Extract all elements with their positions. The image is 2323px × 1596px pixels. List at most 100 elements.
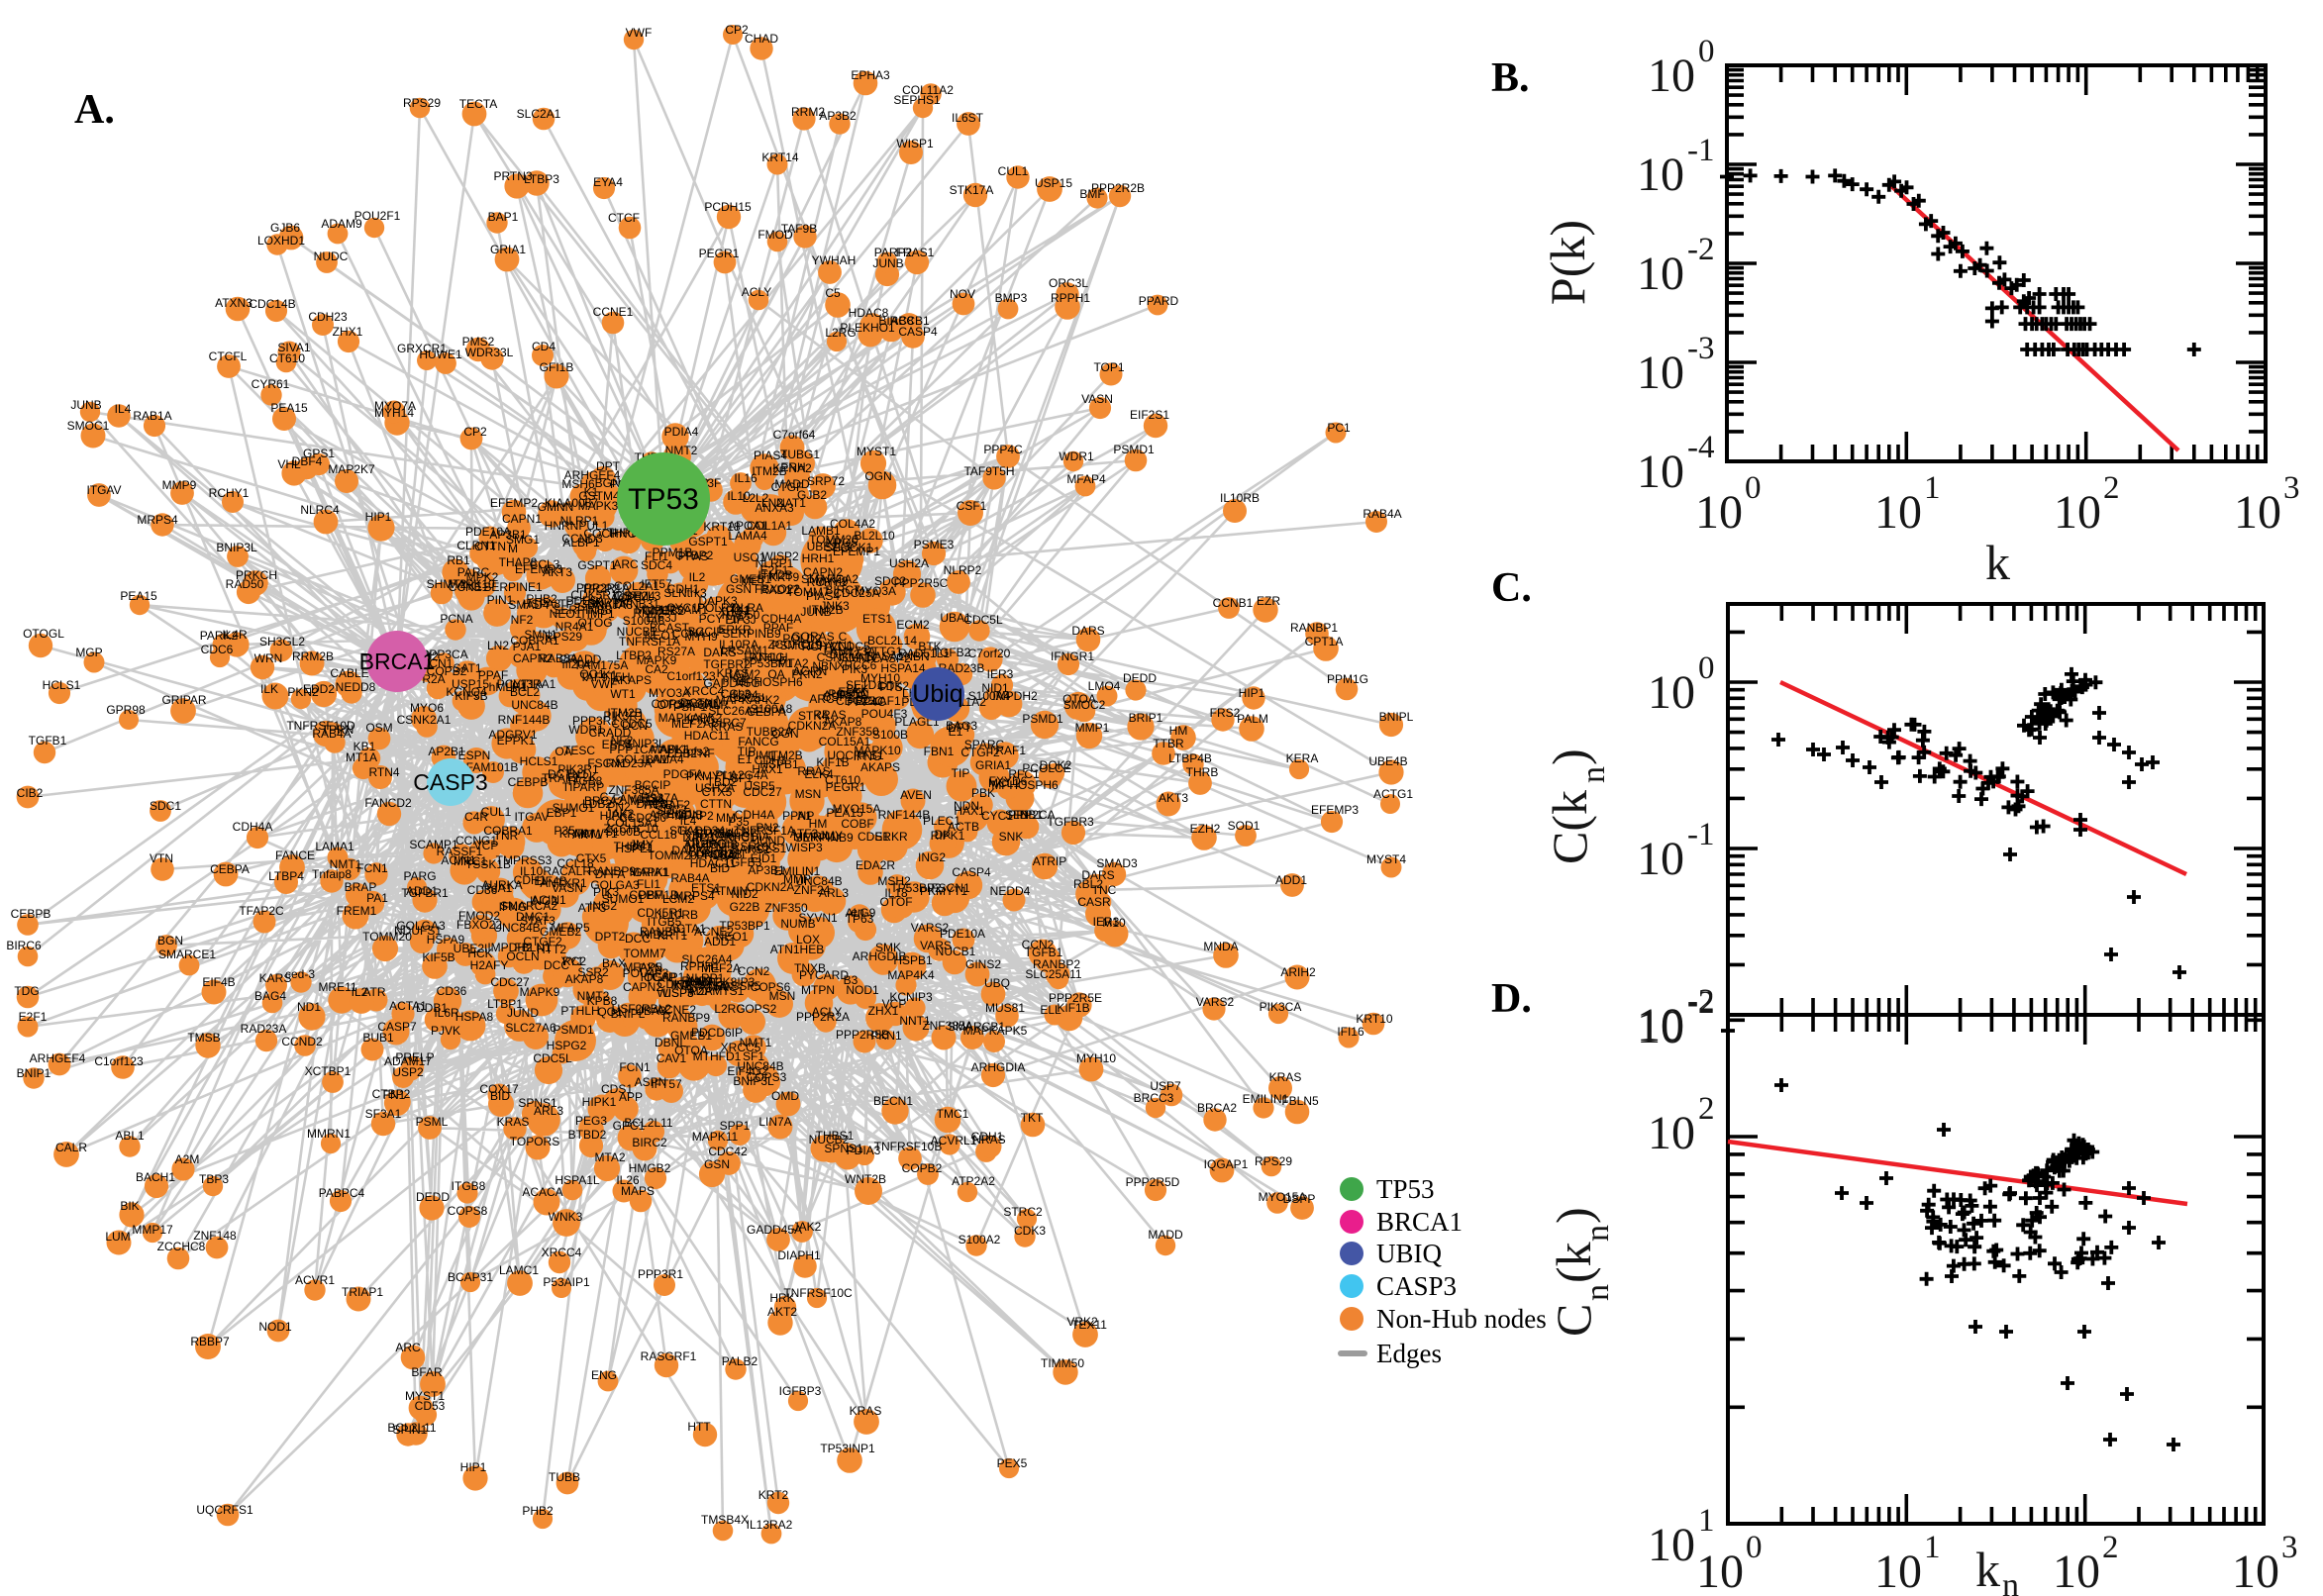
svg-text:TOMM20: TOMM20 xyxy=(648,848,697,862)
svg-text:MFAP4: MFAP4 xyxy=(1066,472,1106,486)
svg-text:CEBPB: CEBPB xyxy=(508,775,549,789)
svg-text:UBE4B: UBE4B xyxy=(1368,754,1407,768)
svg-text:EID1: EID1 xyxy=(751,851,777,865)
svg-text:GRIA1: GRIA1 xyxy=(633,865,668,879)
svg-text:JAK2: JAK2 xyxy=(793,1220,822,1234)
svg-text:10: 10 xyxy=(1637,1001,1684,1053)
svg-text:AVEN: AVEN xyxy=(900,788,932,802)
svg-text:TKT: TKT xyxy=(1021,1111,1044,1125)
svg-text:FSCN1: FSCN1 xyxy=(931,881,970,895)
svg-text:E1: E1 xyxy=(738,752,753,766)
svg-text:CDC5L: CDC5L xyxy=(963,613,1003,627)
svg-text:PPP2R5D: PPP2R5D xyxy=(1126,1175,1180,1189)
svg-text:GSPT1: GSPT1 xyxy=(577,558,617,572)
svg-text:P(k): P(k) xyxy=(1540,220,1595,305)
svg-text:C(k: C(k xyxy=(1542,790,1597,864)
svg-text:TGFB1: TGFB1 xyxy=(29,734,67,748)
svg-text:CTTN: CTTN xyxy=(474,540,506,553)
svg-text:MMP1: MMP1 xyxy=(1075,721,1110,735)
svg-text:PRTN3: PRTN3 xyxy=(493,169,532,183)
svg-text:LTBP4B: LTBP4B xyxy=(1168,751,1212,765)
svg-text:FRS2: FRS2 xyxy=(1210,706,1241,720)
svg-text:TBP3: TBP3 xyxy=(199,1172,229,1186)
svg-text:BGN: BGN xyxy=(157,934,183,948)
svg-text:GRIPAR: GRIPAR xyxy=(161,693,206,707)
svg-text:CDC27: CDC27 xyxy=(490,975,530,989)
svg-text:MMRN1: MMRN1 xyxy=(307,1127,351,1141)
svg-text:ADGRV1: ADGRV1 xyxy=(488,728,537,742)
svg-text:TOMM20: TOMM20 xyxy=(362,930,412,944)
svg-text:FANCG: FANCG xyxy=(738,735,778,748)
svg-text:IL2: IL2 xyxy=(689,570,706,584)
svg-text:10: 10 xyxy=(1874,486,1922,539)
svg-text:PPAF: PPAF xyxy=(763,621,793,635)
svg-text:ACNE2: ACNE2 xyxy=(656,1003,696,1017)
svg-text:PHB2: PHB2 xyxy=(522,1504,554,1518)
svg-text:PCOLCE: PCOLCE xyxy=(1022,761,1070,775)
svg-text:CSNK2A1: CSNK2A1 xyxy=(397,713,452,727)
svg-text:n: n xyxy=(1575,766,1612,783)
svg-text:HNRNPUL1: HNRNPUL1 xyxy=(545,519,609,533)
svg-text:BCCIP: BCCIP xyxy=(688,625,725,639)
svg-text:TRIAP1: TRIAP1 xyxy=(342,1285,383,1299)
svg-text:CTCF: CTCF xyxy=(608,211,640,225)
svg-text:CTX5: CTX5 xyxy=(576,851,607,865)
svg-text:-1: -1 xyxy=(1687,133,1715,168)
svg-text:SLC26A4: SLC26A4 xyxy=(681,952,733,966)
svg-text:L2RG: L2RG xyxy=(714,1002,745,1016)
svg-text:n: n xyxy=(1579,1225,1616,1242)
svg-text:HM: HM xyxy=(809,817,828,831)
svg-text:CDH3: CDH3 xyxy=(755,753,787,767)
svg-text:C5: C5 xyxy=(825,286,841,300)
svg-text:HSPE1: HSPE1 xyxy=(615,842,655,855)
svg-text:CDC14B: CDC14B xyxy=(249,297,295,311)
svg-text:NUDC: NUDC xyxy=(314,249,349,263)
svg-text:WT1: WT1 xyxy=(592,827,618,841)
svg-text:HDAC11: HDAC11 xyxy=(690,856,737,870)
svg-text:ERKR: ERKR xyxy=(874,830,908,844)
svg-text:GRIA1: GRIA1 xyxy=(490,243,526,256)
svg-text:FLI1: FLI1 xyxy=(645,549,668,563)
svg-text:OMD: OMD xyxy=(771,1089,799,1103)
svg-text:LRSAM1: LRSAM1 xyxy=(721,644,768,657)
svg-text:FANCE: FANCE xyxy=(275,848,315,862)
svg-text:USH2A: USH2A xyxy=(695,781,735,795)
svg-text:NBN: NBN xyxy=(904,649,929,663)
svg-text:TP53RK: TP53RK xyxy=(558,597,603,611)
svg-text:CSF1: CSF1 xyxy=(957,499,987,513)
svg-text:TNF: TNF xyxy=(691,747,714,760)
svg-text:TOPORS: TOPORS xyxy=(510,1135,559,1148)
svg-text:PPP3R1: PPP3R1 xyxy=(572,714,618,728)
svg-text:PABPC4: PABPC4 xyxy=(319,1186,365,1200)
svg-text:Non-Hub nodes: Non-Hub nodes xyxy=(1376,1304,1547,1334)
svg-text:CDC27: CDC27 xyxy=(743,785,782,799)
svg-text:BRCC3: BRCC3 xyxy=(1134,1091,1174,1105)
svg-text:EFEMP3: EFEMP3 xyxy=(515,562,562,576)
svg-text:CASP3: CASP3 xyxy=(1376,1271,1457,1301)
svg-text:TFCP2: TFCP2 xyxy=(581,582,619,596)
svg-text:WISP2: WISP2 xyxy=(761,549,799,563)
svg-text:COBRA1: COBRA1 xyxy=(483,824,533,838)
svg-text:LOXHD1: LOXHD1 xyxy=(257,234,305,248)
svg-text:ATXN3: ATXN3 xyxy=(215,296,252,310)
svg-text:PARK2: PARK2 xyxy=(200,629,239,643)
svg-text:SFN: SFN xyxy=(1005,808,1029,822)
svg-text:STRC2: STRC2 xyxy=(1003,1205,1043,1219)
svg-text:MYST4: MYST4 xyxy=(1366,852,1406,866)
svg-text:PIN1: PIN1 xyxy=(487,593,514,607)
svg-text:RAD23A: RAD23A xyxy=(606,756,653,770)
svg-text:CCNE1: CCNE1 xyxy=(593,305,634,319)
svg-text:ABL1: ABL1 xyxy=(115,1129,145,1143)
svg-text:PEA15: PEA15 xyxy=(826,806,863,820)
svg-text:10: 10 xyxy=(1695,486,1743,539)
svg-text:EZR: EZR xyxy=(1257,594,1280,608)
svg-text:CTBP2: CTBP2 xyxy=(675,549,714,562)
svg-text:C7orf20: C7orf20 xyxy=(968,647,1011,660)
svg-text:10: 10 xyxy=(1874,1546,1922,1596)
svg-text:KIF5B: KIF5B xyxy=(422,950,454,964)
svg-text:Edges: Edges xyxy=(1376,1339,1442,1368)
svg-text:MAPK9: MAPK9 xyxy=(520,985,560,999)
svg-text:pfs2: pfs2 xyxy=(687,745,710,758)
svg-text:SDC2: SDC2 xyxy=(656,803,687,817)
svg-text:AKT3: AKT3 xyxy=(1159,791,1188,805)
